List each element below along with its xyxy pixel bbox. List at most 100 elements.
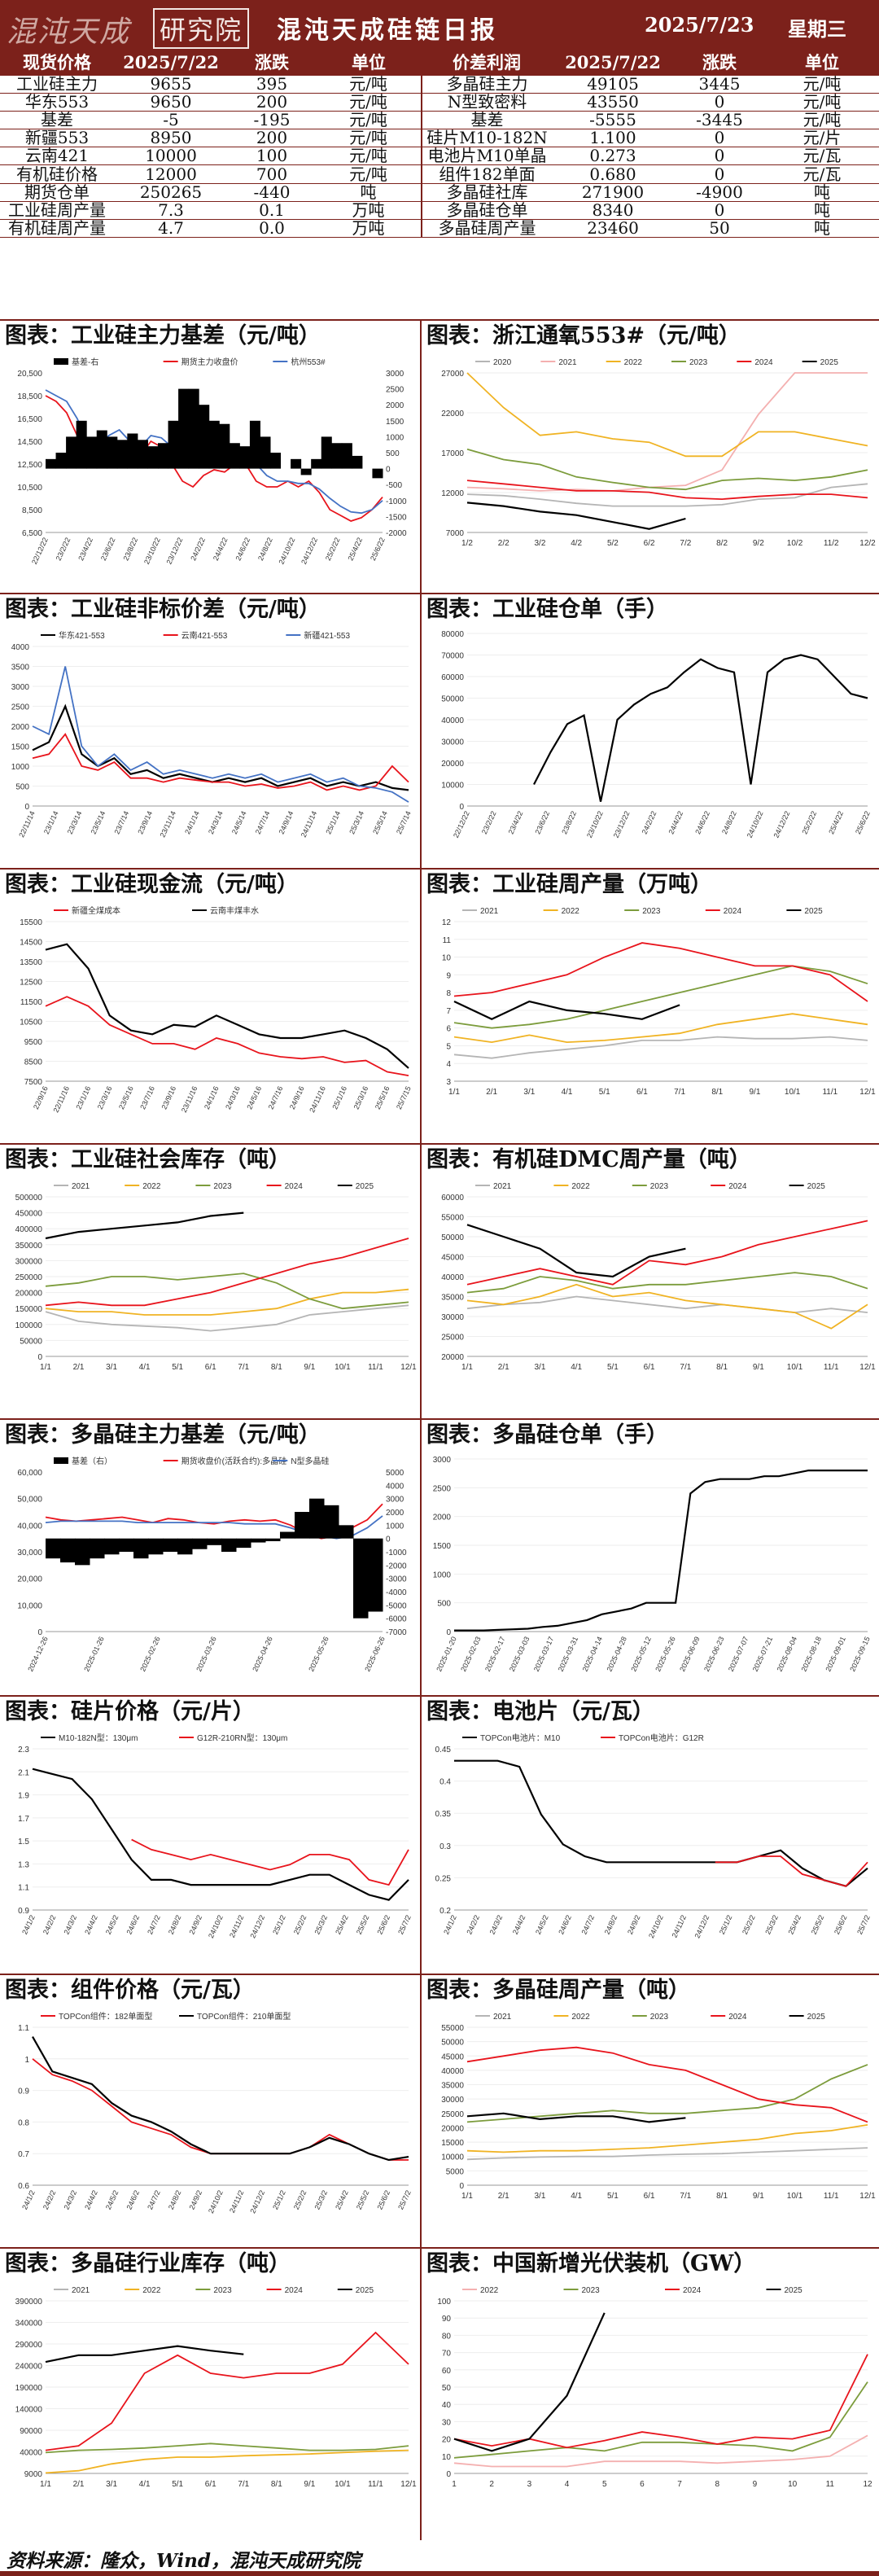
y-right-tick-label: -7000: [386, 1628, 407, 1637]
table-cell: -5: [114, 111, 228, 130]
x-tick-label: 24/5/2: [534, 1914, 550, 1936]
x-tick-label: 23/4/22: [77, 537, 94, 562]
y-tick-label: 22000: [441, 410, 464, 418]
chart-c3: 华东421-553 云南421-553 新疆421-553 4000 3500 3000 2…: [11, 630, 413, 839]
x-tick-label: 6: [640, 2480, 645, 2489]
y-tick-label: 1000: [11, 763, 30, 772]
legend-label: 2021: [480, 907, 499, 916]
x-tick-label: 24/2/2: [42, 1914, 58, 1936]
y-right-tick-label: -2000: [386, 1562, 407, 1571]
y-tick-label: 20,500: [17, 370, 42, 379]
y-tick-label: 11500: [20, 998, 43, 1007]
series-line: [466, 2147, 868, 2161]
x-tick-label: 6/1: [636, 1088, 648, 1097]
y-tick-label: 90: [442, 2315, 452, 2324]
basis-bar: [251, 1538, 266, 1543]
x-tick-label: 24/8/22: [256, 537, 274, 562]
x-tick-label: 2025-09-15: [848, 1636, 872, 1673]
series-line: [45, 1273, 409, 1310]
basis-bar: [341, 443, 352, 469]
legend-label: 新疆421-553: [304, 630, 350, 641]
legend-label: 2022: [624, 358, 643, 367]
y-tick-label: 30000: [441, 2096, 464, 2105]
x-tick-label: 11: [826, 2480, 835, 2489]
series-line: [32, 733, 409, 791]
x-tick-label: 10/1: [787, 1363, 803, 1372]
series-line: [32, 666, 409, 803]
table-cell: 期货仓单: [0, 183, 114, 202]
table-cell: 基差: [421, 111, 552, 130]
x-tick-label: 24/3/2: [488, 1914, 505, 1936]
table-cell: 元/吨: [316, 111, 422, 130]
table-cell: 3445: [674, 75, 765, 94]
legend-label: 2023: [582, 2286, 601, 2295]
y-tick-label: 50000: [441, 695, 464, 704]
x-tick-label: 6/1: [644, 2192, 655, 2201]
series-line: [45, 2331, 409, 2451]
x-tick-label: 25/3/14: [348, 810, 365, 835]
chart-title: 图表：电池片（元/瓦）: [426, 1699, 654, 1724]
table-cell: 10000: [114, 147, 228, 166]
table-cell: 0: [674, 129, 765, 148]
y-tick-label: 70000: [441, 652, 464, 661]
series-line: [453, 942, 868, 1002]
chart-title: 图表：硅片价格（元/片）: [5, 1699, 255, 1724]
row-divider: [0, 1974, 879, 1975]
y-tick-label: 240000: [15, 2363, 43, 2372]
series-line: [45, 1304, 409, 1332]
legend-label: 2023: [689, 358, 708, 367]
chart-c9: 基差（右） 期货收盘价(活跃合约):多晶硅 N型多晶硅 60,000 50,000 40,…: [17, 1456, 407, 1673]
y-tick-label: 55000: [441, 2024, 464, 2033]
table-cell: -3445: [674, 111, 765, 130]
series-line: [45, 2442, 409, 2454]
x-tick-label: 2025-03-31: [557, 1636, 580, 1673]
x-tick-label: 2: [489, 2480, 494, 2489]
legend-label: 2025: [807, 1182, 826, 1191]
y-right-tick-label: -6000: [386, 1615, 407, 1624]
legend-item: 2024: [266, 1182, 303, 1191]
basis-bar: [321, 436, 332, 469]
legend-label: N型多晶硅: [291, 1456, 329, 1466]
x-tick-label: 23/10/22: [585, 810, 605, 839]
legend-label: 期货收盘价(活跃合约):多晶硅: [181, 1456, 286, 1466]
x-tick-label: 9/1: [750, 1088, 761, 1097]
chart-title: 图表：工业硅周产量（万吨）: [426, 872, 712, 897]
y-tick-label: 150000: [15, 1305, 43, 1314]
table-cell: 7.3: [114, 201, 228, 221]
y-tick-label: 0.4: [440, 1778, 451, 1787]
basis-bar: [107, 436, 118, 469]
x-tick-label: 6/1: [205, 2480, 216, 2489]
legend-label: 2022: [571, 1182, 590, 1191]
table-cell: 多晶硅仓单: [421, 201, 552, 221]
x-tick-label: 2024-12-26: [26, 1636, 50, 1673]
series-line: [466, 372, 868, 458]
y-tick-label: 190000: [15, 2384, 43, 2393]
row-divider: [0, 1418, 879, 1420]
chart-c12: TOPCon电池片：M10 TOPCon电池片：G12R 0.45 0.4 0.35 0.…: [435, 1733, 872, 1939]
x-tick-label: 22/12/22: [452, 810, 471, 839]
x-tick-label: 25/2/2: [292, 1914, 308, 1936]
x-tick-label: 2025-07-07: [727, 1636, 750, 1673]
x-tick-label: 25/4/22: [346, 537, 364, 562]
x-tick-label: 25/6/2: [376, 2189, 392, 2211]
chart-c7: 2021 2022 2023 2024 202550000045000040000035…: [15, 1182, 417, 1372]
legend-item: 2022: [606, 358, 643, 367]
x-tick-label: 23/5/16: [117, 1085, 135, 1111]
basis-bar: [90, 1538, 105, 1559]
chart-title: 图表：工业硅非标价差（元/吨）: [5, 597, 321, 622]
table-cell: 元/吨: [765, 111, 879, 130]
chart-c6: 2021 2022 2023 2024 2025 12 11 10 9 8 7 6 5 4 31/1 2/1 3…: [442, 907, 876, 1097]
legend-item: 基差（右）: [54, 1456, 112, 1466]
x-tick-label: 24/10/22: [746, 810, 765, 839]
table-cell: -440: [228, 183, 316, 202]
y-tick-label: 50000: [20, 1337, 42, 1346]
basis-bar: [309, 1498, 325, 1539]
legend-item: 2025: [766, 2286, 802, 2295]
legend-item: 2022: [462, 2286, 499, 2295]
legend-label: 2022: [571, 2013, 590, 2022]
x-tick-label: 25/6/22: [854, 810, 872, 835]
x-tick-label: 23/1/14: [42, 810, 60, 835]
legend-label: 2021: [493, 1182, 512, 1191]
y-tick-label: 18,500: [17, 392, 42, 401]
y-tick-label: 8500: [24, 1058, 43, 1067]
